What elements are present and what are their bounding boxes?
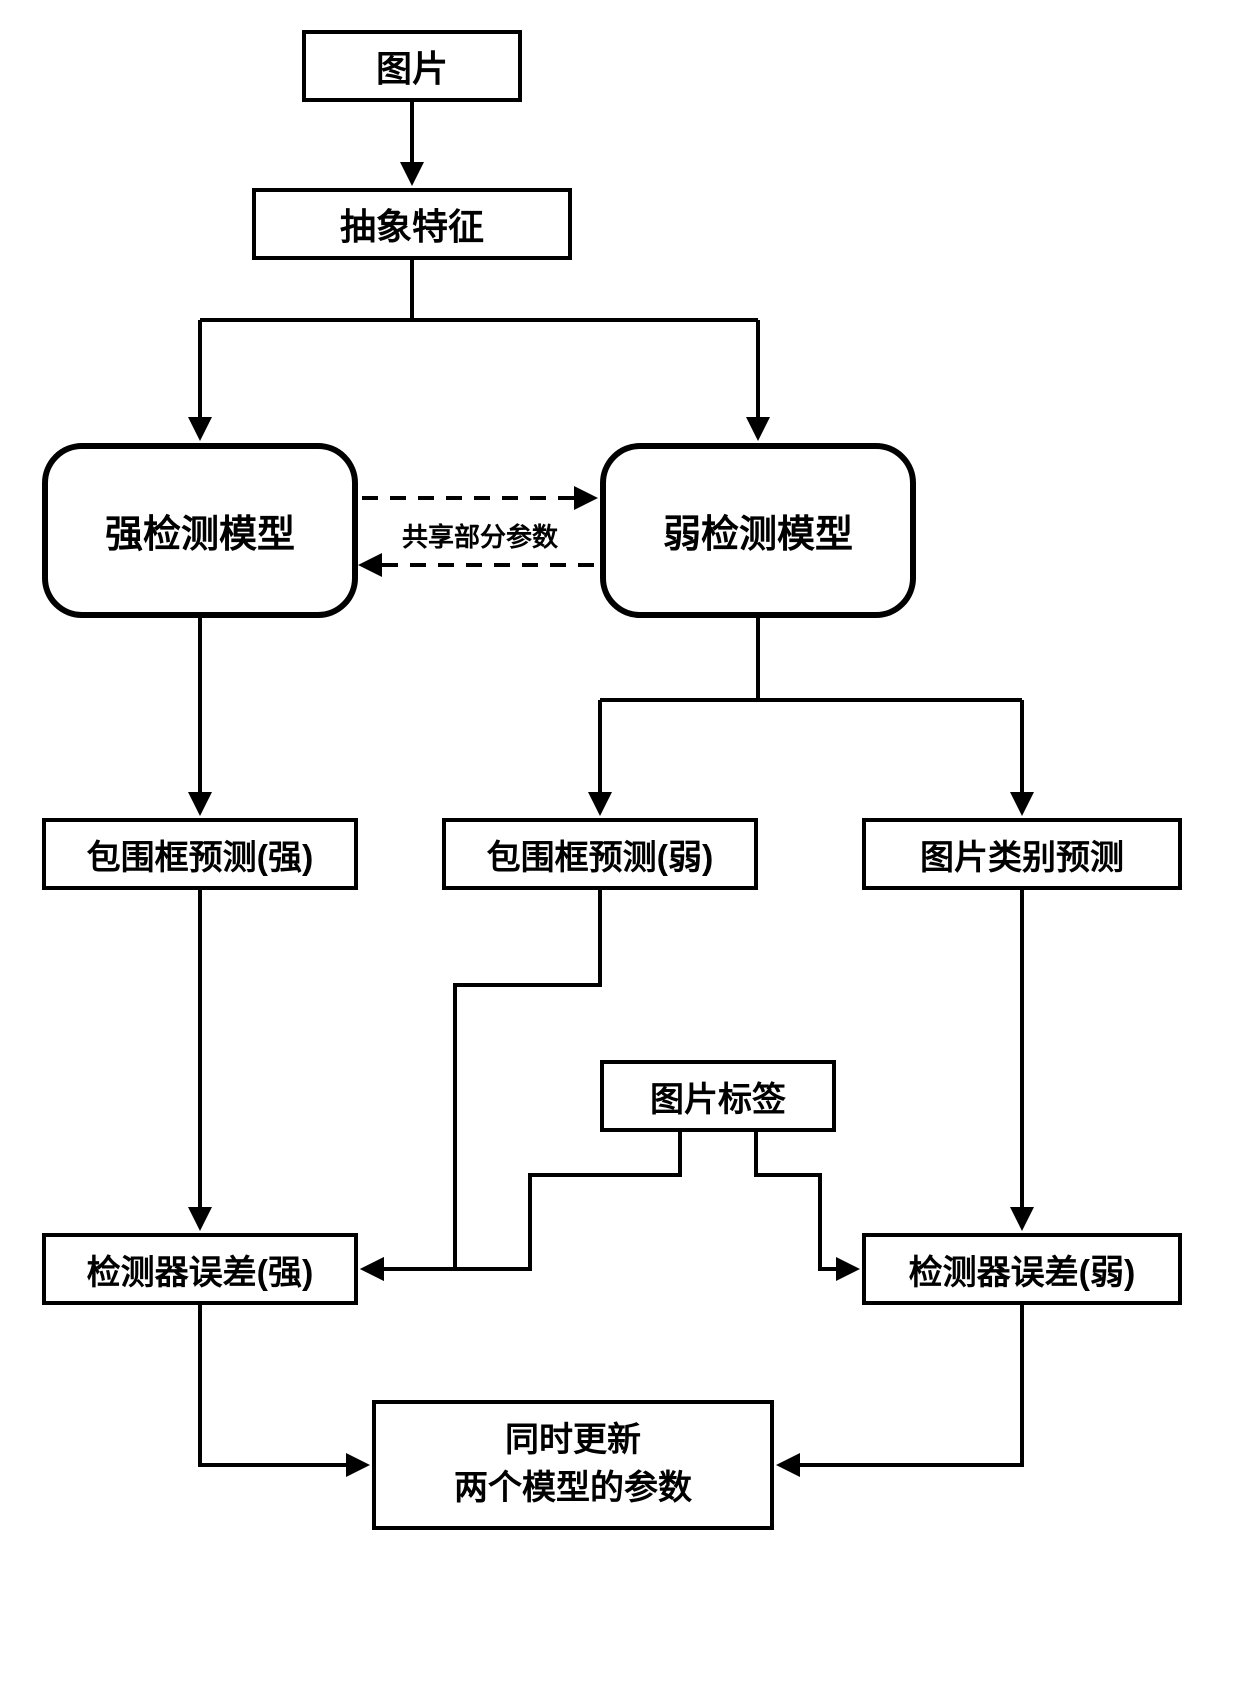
node-image-label-label: 图片标签	[650, 1072, 786, 1121]
node-error-weak: 检测器误差(弱)	[862, 1233, 1182, 1305]
node-bbox-weak-label: 包围框预测(弱)	[487, 830, 714, 879]
node-features-label: 抽象特征	[340, 198, 484, 250]
node-error-strong-label: 检测器误差(强)	[87, 1245, 314, 1294]
node-image: 图片	[302, 30, 522, 102]
node-bbox-strong: 包围框预测(强)	[42, 818, 358, 890]
edge-bbox-weak-error-strong	[364, 890, 600, 1269]
share-params-label: 共享部分参数	[390, 517, 570, 554]
edge-label-error-weak	[756, 1132, 856, 1269]
node-bbox-strong-label: 包围框预测(强)	[87, 830, 314, 879]
node-strong-model: 强检测模型	[42, 443, 358, 618]
node-category-pred: 图片类别预测	[862, 818, 1182, 890]
edge-error-strong-update	[200, 1305, 366, 1465]
node-update-params-label: 同时更新 两个模型的参数	[454, 1417, 692, 1512]
share-params-text: 共享部分参数	[402, 522, 558, 552]
node-features: 抽象特征	[252, 188, 572, 260]
node-weak-model-label: 弱检测模型	[663, 503, 853, 558]
node-image-label: 图片	[376, 40, 448, 92]
node-error-strong: 检测器误差(强)	[42, 1233, 358, 1305]
node-category-pred-label: 图片类别预测	[920, 830, 1124, 879]
node-strong-model-label: 强检测模型	[105, 503, 295, 558]
node-bbox-weak: 包围框预测(弱)	[442, 818, 758, 890]
edge-error-weak-update	[780, 1305, 1022, 1465]
node-image-label: 图片标签	[600, 1060, 836, 1132]
node-weak-model: 弱检测模型	[600, 443, 916, 618]
node-update-params: 同时更新 两个模型的参数	[372, 1400, 774, 1530]
edge-label-error-strong	[364, 1132, 680, 1269]
node-error-weak-label: 检测器误差(弱)	[909, 1245, 1136, 1294]
